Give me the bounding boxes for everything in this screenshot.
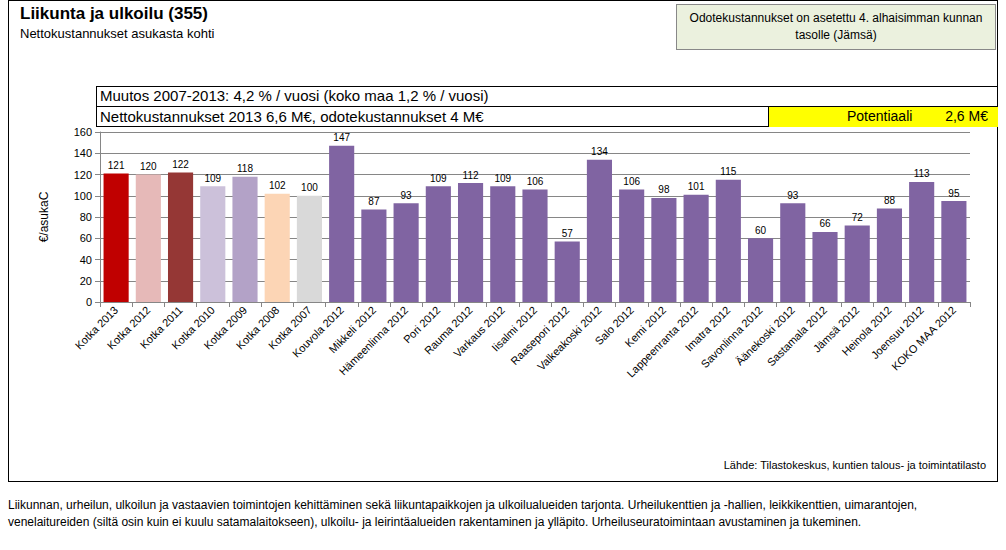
svg-text:KOKO MAA 2012: KOKO MAA 2012	[889, 304, 958, 373]
svg-text:Äänekoski 2012: Äänekoski 2012	[733, 304, 797, 368]
svg-text:66: 66	[819, 218, 831, 229]
svg-text:98: 98	[658, 184, 670, 195]
svg-text:134: 134	[591, 146, 608, 157]
svg-text:101: 101	[688, 181, 705, 192]
svg-text:113: 113	[914, 168, 930, 179]
svg-text:Jämsä 2012: Jämsä 2012	[810, 303, 862, 355]
svg-text:100: 100	[74, 190, 92, 202]
svg-text:Kotka 2011: Kotka 2011	[137, 303, 185, 351]
html-text:Muutos 2007-2013: 4,2 % / vuos: Muutos 2007-2013: 4,2 % / vuosi (koko ma…	[100, 87, 489, 104]
svg-text:109: 109	[494, 173, 511, 184]
svg-text:120: 120	[74, 169, 92, 181]
svg-text:93: 93	[787, 190, 799, 201]
svg-text:106: 106	[623, 176, 640, 187]
html-text:Lähde: Tilastokeskus, kuntien: Lähde: Tilastokeskus, kuntien talous- ja…	[723, 459, 986, 471]
svg-text:20: 20	[80, 275, 92, 287]
svg-text:88: 88	[884, 195, 896, 206]
svg-text:80: 80	[80, 211, 92, 223]
svg-text:87: 87	[368, 196, 380, 207]
html-text:Potentiaali: Potentiaali	[847, 108, 913, 124]
svg-text:40: 40	[80, 254, 92, 266]
svg-text:147: 147	[333, 132, 350, 143]
svg-text:Raasepori 2012: Raasepori 2012	[508, 304, 571, 367]
svg-text:106: 106	[527, 176, 544, 187]
svg-text:Joensuu 2012: Joensuu 2012	[868, 303, 926, 362]
svg-text:102: 102	[269, 180, 286, 191]
svg-text:Valkeakoski 2012: Valkeakoski 2012	[534, 303, 604, 373]
svg-text:Varkaus 2012: Varkaus 2012	[451, 303, 507, 360]
html-text:Nettokustannukset 2013 6,6 M€,: Nettokustannukset 2013 6,6 M€, odotekust…	[100, 108, 484, 125]
svg-text:93: 93	[401, 190, 413, 201]
svg-text:160: 160	[74, 126, 92, 138]
svg-text:Savonlinna 2012: Savonlinna 2012	[698, 303, 765, 371]
svg-text:118: 118	[237, 163, 253, 174]
svg-text:Mikkeli 2012: Mikkeli 2012	[326, 303, 379, 356]
html-text:2,6 M€: 2,6 M€	[945, 108, 988, 124]
svg-text:Kotka 2013: Kotka 2013	[72, 303, 121, 352]
svg-text:109: 109	[430, 173, 447, 184]
svg-text:112: 112	[463, 170, 479, 181]
svg-text:Heinola 2012: Heinola 2012	[839, 303, 894, 358]
html-text:Odotekustannukset on asetettu: Odotekustannukset on asetettu 4. alhaisi…	[689, 11, 983, 42]
svg-text:€/asukaC: €/asukaC	[37, 191, 51, 242]
svg-text:Lappeenranta 2012: Lappeenranta 2012	[624, 303, 701, 380]
svg-text:Kouvola 2012: Kouvola 2012	[289, 303, 346, 360]
svg-text:Kotka 2009: Kotka 2009	[201, 303, 250, 352]
svg-text:122: 122	[172, 159, 189, 170]
svg-text:Kemi 2012: Kemi 2012	[622, 303, 669, 350]
svg-text:95: 95	[948, 188, 960, 199]
html-text:Liikunta ja ulkoilu (355): Liikunta ja ulkoilu (355)	[20, 4, 208, 23]
svg-text:72: 72	[852, 212, 864, 223]
svg-text:Rauma 2012: Rauma 2012	[421, 303, 475, 357]
svg-text:Kotka 2008: Kotka 2008	[233, 303, 282, 352]
svg-text:60: 60	[80, 232, 92, 244]
svg-text:121: 121	[108, 160, 125, 171]
svg-text:140: 140	[74, 147, 92, 159]
svg-text:115: 115	[720, 166, 736, 177]
svg-text:0: 0	[86, 296, 92, 308]
svg-text:109: 109	[204, 173, 221, 184]
html-text:Liikunnan, urheilun, ulkoilun: Liikunnan, urheilun, ulkoilun ja vastaav…	[8, 498, 918, 529]
svg-text:Kotka 2012: Kotka 2012	[104, 303, 153, 352]
svg-text:Kotka 2007: Kotka 2007	[265, 303, 314, 352]
svg-text:100: 100	[301, 182, 318, 193]
svg-text:120: 120	[140, 161, 157, 172]
svg-text:Sastamala 2012: Sastamala 2012	[764, 303, 830, 369]
svg-text:57: 57	[562, 228, 574, 239]
html-text:Nettokustannukset asukasta koh: Nettokustannukset asukasta kohti	[20, 26, 215, 41]
svg-text:Pori 2012: Pori 2012	[400, 303, 443, 346]
svg-text:Kotka 2010: Kotka 2010	[169, 303, 217, 352]
svg-text:Salo 2012: Salo 2012	[592, 303, 636, 348]
svg-text:Iisalmi 2012: Iisalmi 2012	[489, 303, 540, 354]
svg-text:60: 60	[755, 225, 767, 236]
svg-text:Hämeenlinna 2012: Hämeenlinna 2012	[337, 304, 411, 378]
svg-text:Imatra 2012: Imatra 2012	[682, 303, 733, 354]
